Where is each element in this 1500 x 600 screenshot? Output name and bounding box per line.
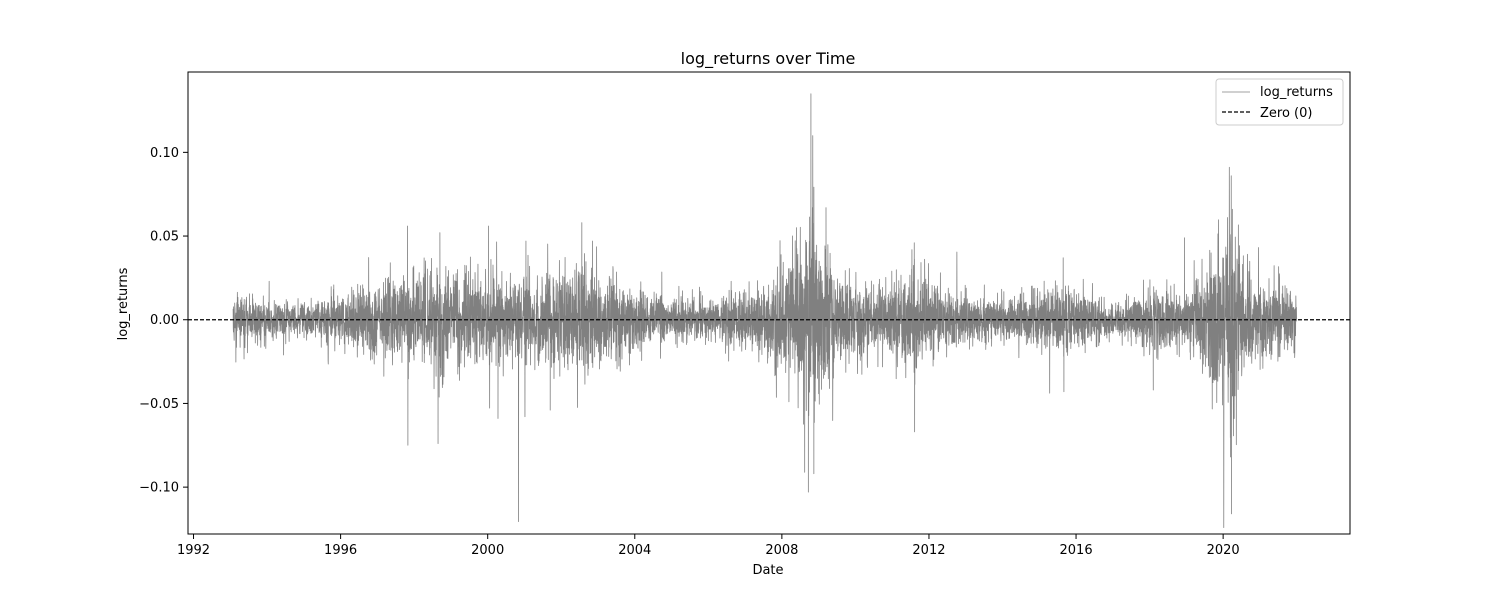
series-line-log-returns <box>232 93 1297 529</box>
x-tick-label: 2008 <box>765 543 798 558</box>
y-tick-label: 0.10 <box>150 146 179 161</box>
chart-title: log_returns over Time <box>681 49 856 69</box>
x-tick-label: 2000 <box>471 543 504 558</box>
y-tick-label: −0.10 <box>139 481 179 496</box>
y-tick-label: −0.05 <box>139 397 179 412</box>
legend: log_returns Zero (0) <box>1215 78 1344 126</box>
x-tick-label: 2004 <box>618 543 651 558</box>
x-tick-label: 1996 <box>324 543 357 558</box>
legend-label-zero: Zero (0) <box>1260 106 1312 121</box>
x-tick-label: 2012 <box>912 543 945 558</box>
legend-box <box>1215 78 1344 126</box>
x-tick-label: 2020 <box>1207 543 1240 558</box>
x-tick-label: 1992 <box>177 543 210 558</box>
x-axis-label: Date <box>752 563 783 578</box>
x-tick-label: 2016 <box>1060 543 1093 558</box>
y-tick-label: 0.00 <box>150 313 179 328</box>
series-layer <box>232 93 1297 529</box>
legend-label-log-returns: log_returns <box>1260 85 1333 100</box>
y-tick-label: 0.05 <box>150 230 179 245</box>
y-axis-label: log_returns <box>116 267 131 340</box>
y-axis-ticks: 0.10 0.05 0.00 −0.05 −0.10 <box>139 146 188 496</box>
plot-frame <box>187 71 1351 535</box>
x-axis-ticks: 1992 1996 2000 2004 2008 2012 2016 2020 <box>177 534 1240 558</box>
